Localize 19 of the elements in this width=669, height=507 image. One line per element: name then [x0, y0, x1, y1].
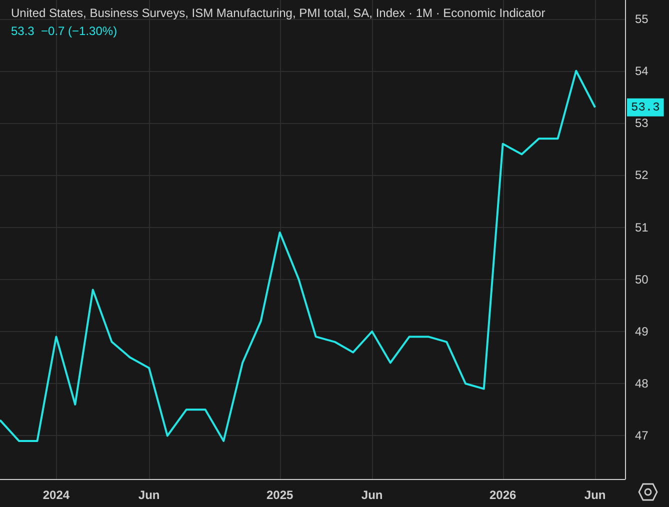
x-tick-label: 2026 [489, 488, 516, 502]
y-tick-label: 50 [635, 272, 649, 286]
text: 53.3 −0.7 (−1.30%) [11, 24, 118, 38]
y-tick-label: 47 [635, 428, 649, 443]
x-tick-label: Jun [138, 488, 160, 502]
y-tick-label: 48 [635, 376, 649, 391]
text: United States, Business Surveys, ISM Manufacturing, PMI total, SA, Index · 1M · Economic Indicator [11, 6, 546, 20]
y-tick-label: 53 [635, 116, 649, 130]
y-tick-label: 52 [635, 168, 649, 182]
x-tick-label: 2025 [266, 488, 294, 502]
y-tick-label: 55 [635, 12, 649, 26]
x-tick-label: 2024 [42, 488, 70, 502]
y-tick-label: 51 [635, 220, 649, 234]
x-tick-label: Jun [361, 488, 383, 502]
y-tick-label: 54 [635, 64, 649, 78]
x-tick-label: Jun [584, 488, 606, 502]
y-tick-label: 49 [635, 324, 649, 338]
line-series [0, 70, 596, 442]
annotation: 53.3 [631, 100, 660, 114]
